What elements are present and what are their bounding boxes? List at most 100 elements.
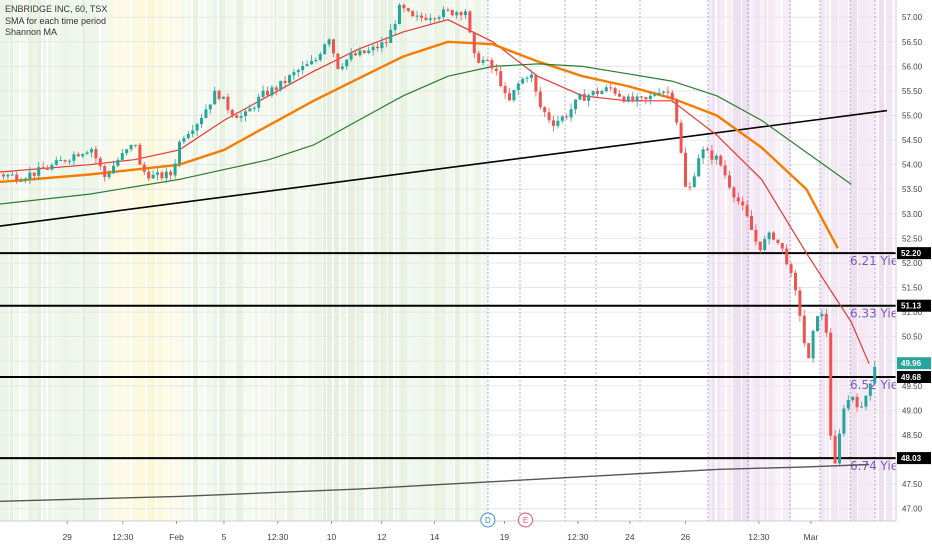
- session-band: [303, 0, 307, 521]
- candle-body: [173, 163, 177, 176]
- session-band: [447, 0, 454, 521]
- candle-body: [662, 91, 665, 93]
- candle-body: [789, 264, 793, 273]
- session-band: [193, 0, 198, 521]
- price-level-lines: 6.21 Yield 6.33 Yield 6.52 Yield 6.74 Yield: [0, 252, 909, 473]
- time-tick-label: 12:30: [112, 532, 134, 542]
- candle-body: [98, 158, 102, 167]
- session-band: [21, 0, 27, 521]
- session-band: [399, 0, 407, 521]
- candle-body: [327, 39, 331, 45]
- trendline-layer: [0, 109, 888, 227]
- session-band: [300, 0, 303, 521]
- candle-body: [296, 70, 300, 73]
- time-tick-label: Mar: [804, 532, 819, 542]
- session-band: [461, 0, 464, 521]
- session-band: [327, 0, 332, 521]
- candle-body: [670, 92, 674, 100]
- candle-body: [428, 18, 432, 20]
- candle-body: [490, 60, 494, 69]
- candle-body: [644, 97, 648, 100]
- session-band: [110, 0, 115, 521]
- candle-body: [591, 91, 595, 96]
- price-tick-label: 47.00: [902, 505, 923, 514]
- candle-body: [340, 66, 344, 69]
- session-band: [708, 0, 712, 521]
- candle-body: [191, 130, 195, 134]
- event-marker-label: E: [523, 516, 528, 525]
- time-tick-label: Feb: [169, 532, 184, 542]
- candle-body: [503, 86, 507, 94]
- candle-body: [547, 112, 551, 121]
- candle-body: [103, 166, 107, 178]
- session-band: [186, 0, 191, 521]
- candle-body: [362, 50, 366, 54]
- price-tick-label: 52.00: [902, 259, 923, 268]
- candle-body: [94, 149, 98, 159]
- candle-body: [230, 109, 234, 116]
- candle-body: [120, 153, 124, 160]
- candle-body: [657, 92, 661, 95]
- session-band: [74, 0, 81, 521]
- candle-body: [516, 83, 520, 90]
- indicator-shannon-label[interactable]: Shannon MA: [5, 27, 58, 37]
- session-band: [373, 0, 379, 521]
- candle-body: [345, 59, 349, 67]
- session-band: [764, 0, 767, 521]
- candle-body: [415, 15, 419, 17]
- chart-title[interactable]: ENBRIDGE INC, 60, TSX: [5, 4, 108, 14]
- candle-body: [50, 164, 54, 170]
- session-band: [38, 0, 41, 521]
- candle-body: [433, 18, 437, 20]
- candle-body: [723, 165, 727, 176]
- trendline: [0, 109, 888, 227]
- candlestick-layer: [2, 3, 877, 465]
- candle-body: [851, 396, 855, 401]
- session-bands: [0, 0, 893, 521]
- session-band: [754, 0, 760, 521]
- indicator-sma-label[interactable]: SMA for each time period: [5, 15, 107, 26]
- candle-body: [24, 178, 27, 181]
- price-tick-label: 55.50: [902, 87, 923, 96]
- session-band: [236, 0, 243, 521]
- candle-body: [455, 12, 459, 16]
- session-band: [820, 0, 825, 521]
- candle-body: [46, 169, 49, 171]
- candle-body: [833, 435, 837, 464]
- ma-line: [0, 40, 839, 249]
- candle-body: [354, 53, 357, 56]
- candle-body: [508, 93, 511, 101]
- time-axis-bg: [0, 521, 932, 550]
- candle-body: [6, 174, 10, 177]
- candle-body: [679, 122, 683, 153]
- session-band: [407, 0, 414, 521]
- candle-body: [604, 87, 608, 92]
- candle-body: [538, 91, 542, 108]
- candle-body: [270, 87, 274, 96]
- candle-body: [332, 39, 335, 54]
- candle-body: [802, 315, 806, 344]
- period-separators: [487, 0, 876, 521]
- candle-body: [182, 138, 186, 142]
- candle-body: [838, 433, 841, 464]
- candle-body: [384, 42, 388, 44]
- ma-line: [0, 463, 870, 502]
- candle-body: [464, 11, 467, 16]
- candle-body: [292, 72, 296, 76]
- session-band: [892, 0, 893, 521]
- grid-lines: [0, 16, 896, 510]
- price-level-badge-label: 49.68: [901, 373, 922, 382]
- candle-body: [578, 93, 582, 100]
- candle-body: [160, 172, 164, 179]
- session-band: [845, 0, 848, 521]
- candle-body: [499, 71, 503, 87]
- candle-body: [142, 164, 146, 172]
- candle-body: [675, 99, 679, 123]
- session-band: [85, 0, 93, 521]
- candle-body: [200, 117, 203, 125]
- candle-body: [274, 87, 278, 90]
- candle-body: [19, 180, 23, 182]
- candle-body: [41, 167, 45, 170]
- candle-body: [147, 171, 151, 179]
